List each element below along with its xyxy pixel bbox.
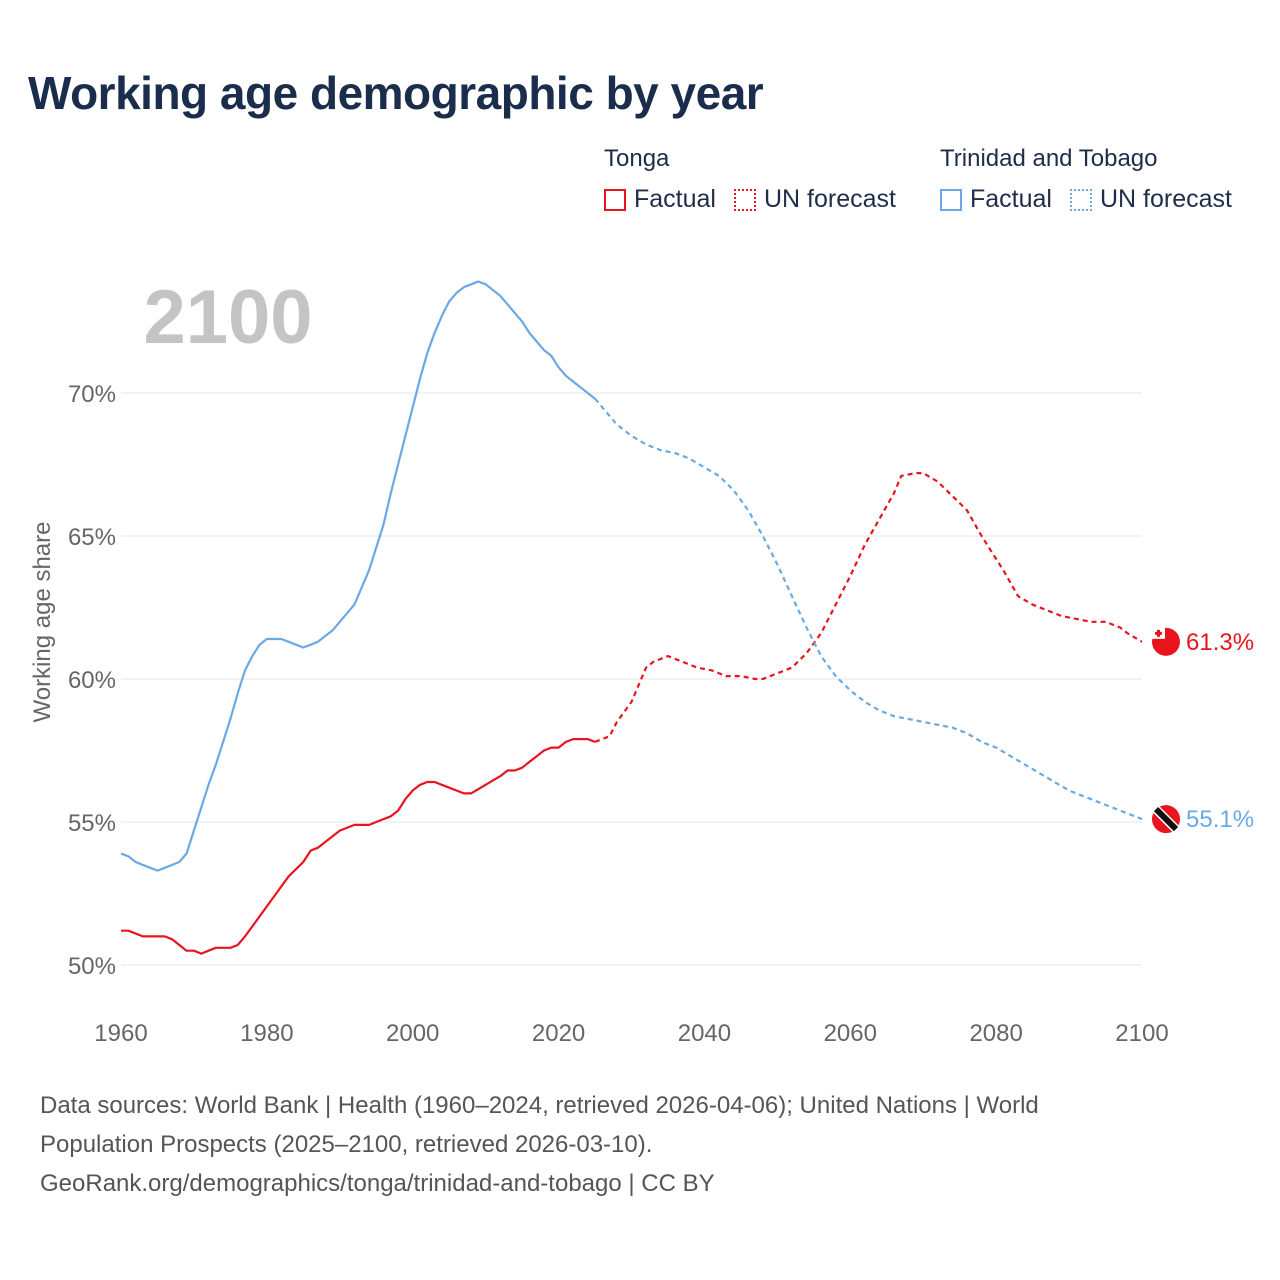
- series-line-forecast-tonga[interactable]: [594, 472, 1143, 743]
- series-line-factual-trinidad[interactable]: [120, 280, 596, 872]
- legend-swatch-solid: [940, 188, 962, 211]
- legend-label: Factual: [634, 185, 716, 213]
- legend-group-tonga: Tonga Factual UN forecast: [604, 145, 914, 214]
- y-tick-label: 70%: [68, 381, 116, 408]
- x-tick-label: 2020: [532, 1020, 585, 1047]
- end-value-label: 55.1%: [1186, 806, 1254, 833]
- x-tick-label: 1980: [240, 1020, 293, 1047]
- footer: Data sources: World Bank | Health (1960–…: [40, 1086, 1220, 1203]
- x-tick-label: 2080: [969, 1020, 1022, 1047]
- x-tick-label: 1960: [94, 1020, 147, 1047]
- line-chart: 2100 Working age share 50% 55% 60% 65% 70% 1…: [29, 275, 1254, 1047]
- legend-group-title: Trinidad and Tobago: [940, 145, 1158, 172]
- y-tick-label: 60%: [68, 667, 116, 694]
- tonga-flag-icon: [1152, 627, 1180, 656]
- legend-tonga-forecast[interactable]: UN forecast: [733, 185, 896, 214]
- y-axis-label: Working age share: [29, 522, 56, 723]
- legend-group-title: Tonga: [604, 145, 670, 172]
- footer-source-line: Population Prospects (2025–2100, retriev…: [40, 1131, 653, 1158]
- legend-label: Factual: [970, 185, 1052, 213]
- legend-label: UN forecast: [1099, 185, 1232, 213]
- legend-group-trinidad: Trinidad and Tobago Factual UN forecast: [940, 145, 1250, 214]
- series-line-forecast-trinidad[interactable]: [594, 397, 1143, 821]
- chart-title: Working age demographic by year: [28, 67, 764, 119]
- legend-swatch-dotted: [1069, 188, 1092, 211]
- x-tick-label: 2060: [824, 1020, 877, 1047]
- series-line-factual-tonga[interactable]: [121, 738, 596, 955]
- legend-swatch-solid: [604, 188, 626, 211]
- legend-trinidad-forecast[interactable]: UN forecast: [1069, 185, 1232, 214]
- end-value-label: 61.3%: [1186, 629, 1254, 656]
- legend-label: UN forecast: [763, 185, 896, 213]
- footer-source-line: Data sources: World Bank | Health (1960–…: [40, 1092, 1039, 1119]
- legend-tonga-factual[interactable]: Factual: [604, 185, 716, 214]
- y-tick-label: 50%: [68, 953, 116, 980]
- y-tick-label: 65%: [68, 524, 116, 551]
- footer-attribution: GeoRank.org/demographics/tonga/trinidad-…: [40, 1170, 715, 1197]
- x-tick-label: 2000: [386, 1020, 439, 1047]
- legend-swatch-dotted: [733, 188, 756, 211]
- year-display: 2100: [143, 275, 312, 360]
- trinidad-flag-icon: [1152, 805, 1180, 834]
- legend-trinidad-factual[interactable]: Factual: [940, 185, 1052, 214]
- x-tick-label: 2100: [1115, 1020, 1168, 1047]
- y-tick-label: 55%: [68, 810, 116, 837]
- x-tick-label: 2040: [678, 1020, 731, 1047]
